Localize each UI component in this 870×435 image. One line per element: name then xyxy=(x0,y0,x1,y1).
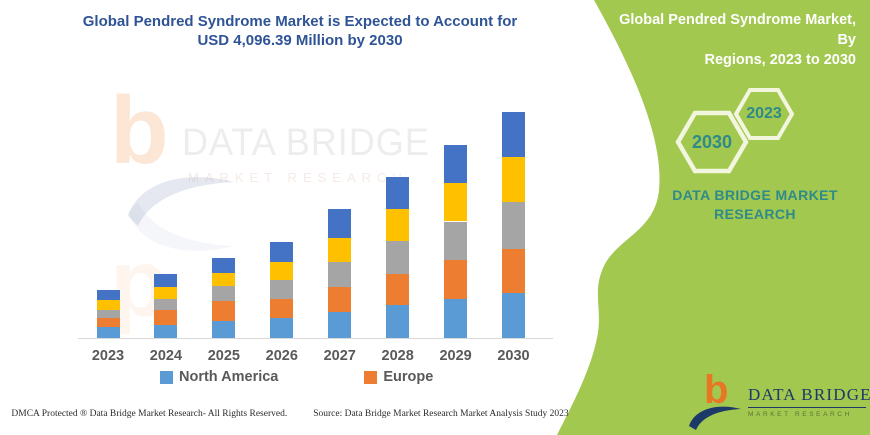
panel-banner-title: Global Pendred Syndrome Market, By Regio… xyxy=(598,10,856,70)
databridge-logo-mark: b xyxy=(689,368,744,430)
bar-segment-2027-europe xyxy=(328,286,352,312)
bar-segment-2024-europe xyxy=(154,310,178,326)
bar-segment-2025-unlabeled-dark-blue- xyxy=(212,258,236,274)
legend-item-europe: Europe xyxy=(364,369,433,385)
legend-label: Europe xyxy=(383,369,434,385)
x-axis-label-2025: 2025 xyxy=(207,348,240,364)
databridge-logo-text: DATA BRIDGE MARKET RESEARCH xyxy=(748,385,870,418)
bar-segment-2030-unlabeled-dark-blue- xyxy=(502,112,525,157)
brand-text: DATA BRIDGE MARKET RESEARCH xyxy=(643,186,867,224)
bar-segment-2026-europe xyxy=(270,299,294,319)
brand-text-line2: RESEARCH xyxy=(714,206,796,222)
bar-segment-2023-unlabeled-yellow- xyxy=(96,299,120,310)
bar-segment-2026-unlabeled-gray- xyxy=(270,280,294,300)
bar-segment-2030-unlabeled-gray- xyxy=(502,201,525,249)
bar-segment-2028-europe xyxy=(386,274,410,306)
bar-segment-2025-unlabeled-gray- xyxy=(212,286,236,302)
bar-segment-2029-unlabeled-dark-blue- xyxy=(444,144,468,184)
logo-b-glyph: b xyxy=(704,368,729,412)
bar-segment-2028-unlabeled-yellow- xyxy=(386,209,410,241)
logo-name: DATA BRIDGE xyxy=(748,385,870,408)
legend-label: North America xyxy=(179,369,279,385)
bar-segment-2029-europe xyxy=(444,259,468,300)
bar-segment-2023-unlabeled-gray- xyxy=(96,309,120,319)
chart-title-line1: Global Pendred Syndrome Market is Expect… xyxy=(82,13,518,30)
bar-segment-2024-unlabeled-yellow- xyxy=(154,286,178,300)
bar-segment-2027-north-america xyxy=(328,311,352,338)
stacked-bar-chart: 2023 2024 2025 2026 2027 2028 2029 2030 xyxy=(78,100,553,364)
bar-segment-2026-unlabeled-dark-blue- xyxy=(270,241,294,262)
x-axis-label-2023: 2023 xyxy=(91,348,125,364)
hexagon-year-2030: 2030 xyxy=(691,132,733,152)
footer-source-text: Source: Data Bridge Market Research Mark… xyxy=(313,409,569,419)
hexagon-2030-outline xyxy=(675,110,749,174)
bar-segment-2023-north-america xyxy=(96,327,120,338)
hexagon-badges-graphic xyxy=(675,88,795,174)
bar-segment-2026-north-america xyxy=(270,318,294,338)
bar-segment-2028-unlabeled-gray- xyxy=(386,240,410,275)
bar-segment-2027-unlabeled-gray- xyxy=(328,261,352,287)
bar-segment-2024-north-america xyxy=(154,325,178,338)
x-axis-label-2029: 2029 xyxy=(439,348,472,364)
bar-segment-2029-unlabeled-yellow- xyxy=(444,183,468,222)
brand-text-line1: DATA BRIDGE MARKET xyxy=(672,187,838,203)
bar-segment-2029-unlabeled-gray- xyxy=(444,221,468,260)
footer: DMCA Protected ® Data Bridge Market Rese… xyxy=(0,409,580,419)
bar-segment-2029-north-america xyxy=(444,299,468,338)
bar-segment-2030-unlabeled-yellow- xyxy=(502,156,525,202)
chart-title: Global Pendred Syndrome Market is Expect… xyxy=(40,12,560,50)
hexagon-2023-outline xyxy=(733,88,795,140)
chart-title-line2: USD 4,096.39 Million by 2030 xyxy=(197,32,403,49)
panel-banner-line2: Regions, 2023 to 2030 xyxy=(704,52,856,68)
bar-segment-2023-unlabeled-dark-blue- xyxy=(96,289,120,300)
bar-segment-2024-unlabeled-dark-blue- xyxy=(154,274,178,287)
x-axis-label-2026: 2026 xyxy=(265,348,298,364)
legend-swatch xyxy=(160,370,173,384)
legend-swatch xyxy=(364,370,378,384)
hexagon-year-2023: 2023 xyxy=(746,105,782,122)
bar-segment-2025-unlabeled-yellow- xyxy=(212,273,236,287)
bar-segment-2028-unlabeled-dark-blue- xyxy=(386,176,410,210)
logo-swoosh-icon xyxy=(689,406,741,430)
logo-subtext: MARKET RESEARCH xyxy=(748,411,852,418)
footer-dmca-text: DMCA Protected ® Data Bridge Market Rese… xyxy=(11,409,288,419)
bar-segment-2025-europe xyxy=(212,301,236,322)
x-axis-label-2027: 2027 xyxy=(323,348,356,364)
x-axis-label-2024: 2024 xyxy=(149,348,183,364)
bar-segment-2026-unlabeled-yellow- xyxy=(270,261,294,281)
bar-segment-2027-unlabeled-yellow- xyxy=(328,238,352,262)
bar-segment-2025-north-america xyxy=(212,321,236,338)
bar-segment-2024-unlabeled-gray- xyxy=(154,299,178,311)
bar-segment-2030-europe xyxy=(502,248,525,293)
panel-banner-line1: Global Pendred Syndrome Market, By xyxy=(619,12,856,48)
x-axis-label-2030: 2030 xyxy=(497,348,530,364)
bar-segment-2023-europe xyxy=(96,318,120,328)
bar-segment-2028-north-america xyxy=(386,305,410,338)
legend-item-north-america: North America xyxy=(160,369,278,385)
bar-segment-2030-north-america xyxy=(502,292,525,338)
chart-legend: North America Europe xyxy=(160,369,560,385)
x-axis-label-2028: 2028 xyxy=(381,348,414,364)
bar-segment-2027-unlabeled-dark-blue- xyxy=(328,208,352,239)
